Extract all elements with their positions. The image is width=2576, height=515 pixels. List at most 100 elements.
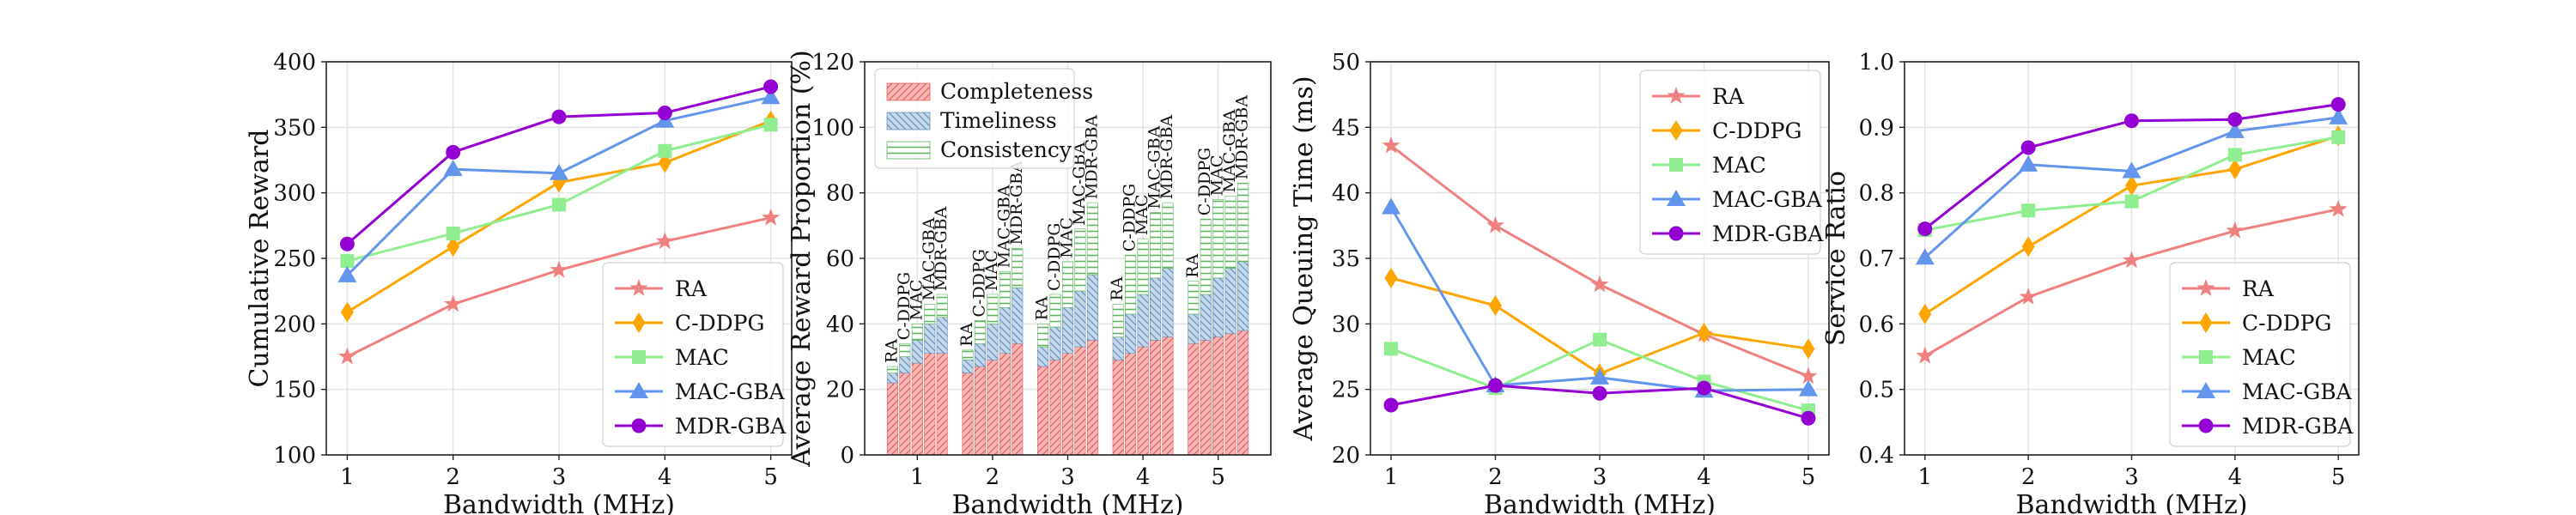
x-tick-label: 1	[910, 464, 925, 490]
bar-completeness	[936, 353, 948, 456]
data-point	[1798, 379, 1818, 397]
y-tick-label: 45	[1332, 115, 1360, 141]
bar-completeness	[1112, 360, 1124, 456]
series-ra	[1916, 199, 2348, 364]
bar-completeness	[1125, 353, 1137, 456]
y-tick-label: 100	[811, 115, 854, 141]
bar-completeness	[1200, 340, 1212, 456]
data-point	[2228, 159, 2242, 180]
data-point	[1486, 215, 1504, 233]
bar-consistency	[899, 342, 911, 357]
y-tick-label: 0	[840, 443, 854, 469]
legend-label: Timeliness	[940, 108, 1057, 133]
bar-timeliness	[924, 324, 936, 354]
chart-2: RAC-DDPGMACMAC-GBAMDR-GBARAC-DDPGMACMAC-…	[787, 50, 1272, 515]
bar-timeliness	[999, 306, 1011, 354]
x-tick-label: 4	[2228, 464, 2243, 490]
data-point	[1799, 367, 1818, 385]
legend-label: MDR-GBA	[675, 414, 787, 439]
x-tick-label: 1	[1918, 464, 1933, 490]
bar-timeliness	[911, 340, 923, 364]
data-point	[1488, 378, 1504, 393]
data-point	[2330, 97, 2346, 112]
chart-1: 100 150 200 250 300 350 400 1 2 3 4 5 Bandwidth (MHz…	[245, 50, 793, 515]
y-tick-label: 0.5	[1859, 378, 1894, 403]
legend-marker	[2196, 279, 2215, 296]
legend-box	[2169, 262, 2351, 447]
legend-label: MAC-GBA	[1712, 187, 1823, 212]
data-point	[763, 79, 779, 94]
bar-consistency	[1049, 294, 1061, 328]
legend-marker	[2199, 312, 2213, 333]
series-mdr-gba	[339, 79, 779, 251]
bar-timeliness	[1049, 326, 1061, 360]
data-point	[443, 160, 463, 177]
series-c-ddpg	[1384, 267, 1815, 385]
legend-marker	[1667, 190, 1686, 206]
data-point	[2226, 221, 2245, 239]
bar-consistency	[1224, 196, 1236, 269]
bar-label: RA	[957, 323, 976, 347]
bar-label: RA	[1033, 296, 1052, 320]
data-point	[447, 236, 460, 258]
data-point	[2123, 251, 2141, 269]
legend-label: MAC-GBA	[2242, 379, 2353, 404]
bar-label: C-DDPG	[1195, 148, 1214, 215]
bar-timeliness	[1112, 336, 1124, 360]
bar-label: MAC-GBA	[994, 185, 1013, 268]
x-tick-label: 2	[446, 464, 460, 490]
bar-timeliness	[974, 342, 986, 367]
data-point	[2020, 140, 2036, 155]
bar-completeness	[1012, 342, 1024, 456]
data-point	[1384, 342, 1399, 356]
y-tick-label: 60	[826, 246, 854, 272]
x-tick-label: 4	[658, 464, 672, 490]
x-tick-label: 5	[763, 464, 778, 490]
y-tick-label: 350	[273, 115, 316, 141]
legend-label: C-DDPG	[1712, 118, 1801, 143]
bar-label: C-DDPG	[895, 272, 914, 340]
legend-marker	[629, 382, 648, 398]
bar-consistency	[1212, 199, 1224, 279]
data-point	[340, 254, 355, 269]
data-point	[1801, 338, 1815, 360]
bar-label: MAC	[982, 250, 1001, 291]
bar-label: MAC-GBA	[920, 217, 939, 300]
legend-label: RA	[2242, 276, 2275, 301]
data-point	[1489, 294, 1503, 316]
y-tick-label: 400	[273, 50, 316, 76]
bar-completeness	[1074, 346, 1086, 456]
bar-label: C-DDPG	[1045, 223, 1064, 291]
x-axis-label: Bandwidth (MHz)	[1484, 490, 1716, 515]
bar-completeness	[962, 373, 974, 456]
bar-label: MDR-GBA	[1007, 161, 1026, 245]
bar-consistency	[962, 349, 974, 360]
data-point	[1382, 136, 1400, 154]
series-mdr-gba	[1383, 378, 1816, 426]
x-tick-label: 4	[1136, 464, 1151, 490]
legend: RA C-DDPG MAC MAC-GBA MDR-GBA	[602, 262, 787, 447]
data-point	[1382, 197, 1401, 215]
legend-swatch	[886, 82, 931, 101]
series-mac	[340, 118, 778, 269]
bar-completeness	[1237, 330, 1249, 456]
data-point	[762, 208, 781, 226]
bar-timeliness	[1237, 261, 1249, 331]
x-axis-label: Bandwidth (MHz)	[2016, 490, 2248, 515]
data-point	[340, 301, 354, 323]
legend-swatch	[886, 112, 931, 130]
bar-consistency	[1112, 304, 1124, 337]
bar-timeliness	[886, 373, 898, 384]
legend-label: Completeness	[940, 79, 1093, 104]
bar-label: MAC	[1133, 194, 1151, 235]
bar-timeliness	[1086, 274, 1098, 341]
data-point	[1384, 267, 1398, 288]
series-mdr-gba	[1917, 97, 2346, 237]
legend-swatch	[886, 141, 931, 160]
bar-consistency	[1086, 202, 1098, 276]
bar-label: MDR-GBA	[932, 206, 951, 291]
chart-4: 0.4 0.5 0.6 0.7 0.8 0.9 1.0 1 2 3 4 5 Bandwidth (MHz…	[1821, 50, 2360, 515]
y-tick-label: 40	[1332, 181, 1360, 207]
x-tick-label: 3	[552, 464, 567, 490]
bar-timeliness	[1212, 277, 1224, 337]
